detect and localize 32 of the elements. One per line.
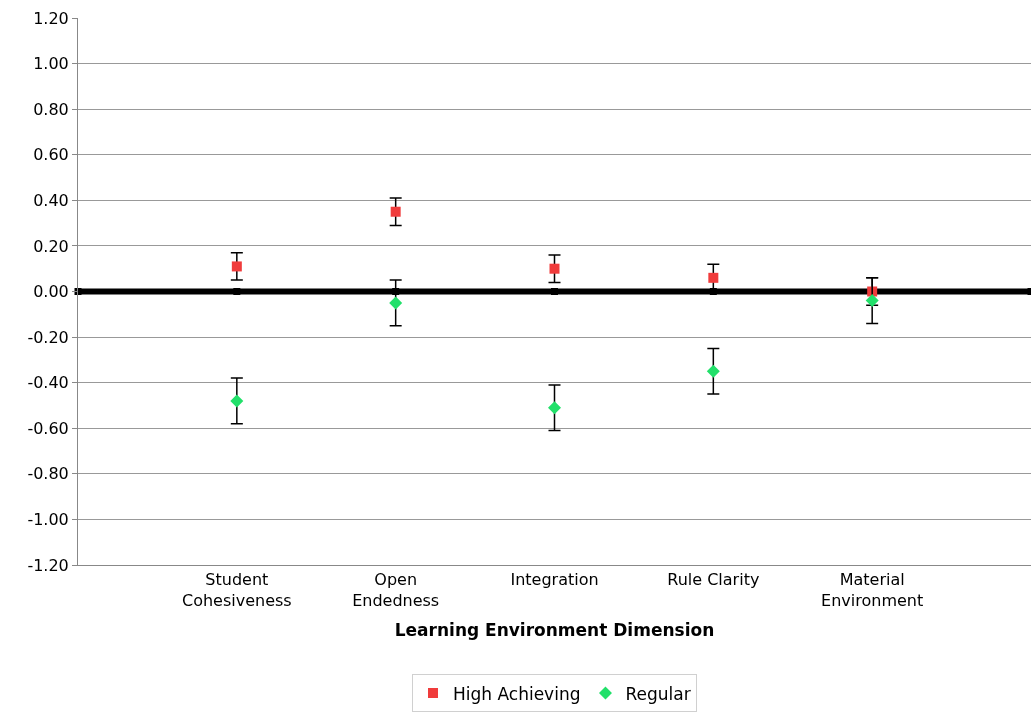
y-tick-label: 0.80 [33,99,69,119]
point [233,288,241,295]
x-tick-label: Open Endedness [352,570,440,610]
y-tick-label: -0.40 [27,373,69,393]
y-tick-label: -1.20 [27,555,69,575]
point [708,272,719,283]
x-tick-label: Integration [510,570,599,590]
legend-label: Regular [625,683,691,704]
point [706,364,720,378]
point [390,206,401,217]
y-tick-label: 1.00 [33,54,69,74]
y-tick-label: -1.00 [27,510,69,530]
x-axis-title: Learning Environment Dimension [394,620,715,641]
point [389,296,403,310]
point [865,294,879,308]
y-tick-label: 1.20 [33,8,69,28]
x-tick-label: Material Environment [821,570,924,610]
y-tick-label: 0.20 [33,236,69,256]
point [231,261,242,272]
point [230,394,244,408]
point [549,263,560,274]
legend-label: High Achieving [453,683,581,704]
y-tick-label: 0.00 [33,282,69,302]
y-tick-label: 0.40 [33,190,69,210]
y-tick-label: -0.60 [27,418,69,438]
x-tick-label: Rule Clarity [667,570,760,590]
y-tick-label: 0.60 [33,145,69,165]
point [551,288,558,295]
y-tick-label: -0.80 [27,464,69,484]
y-tick-label: -0.20 [27,327,69,347]
x-tick-label: Student Cohesiveness [181,570,292,610]
point [548,401,561,415]
